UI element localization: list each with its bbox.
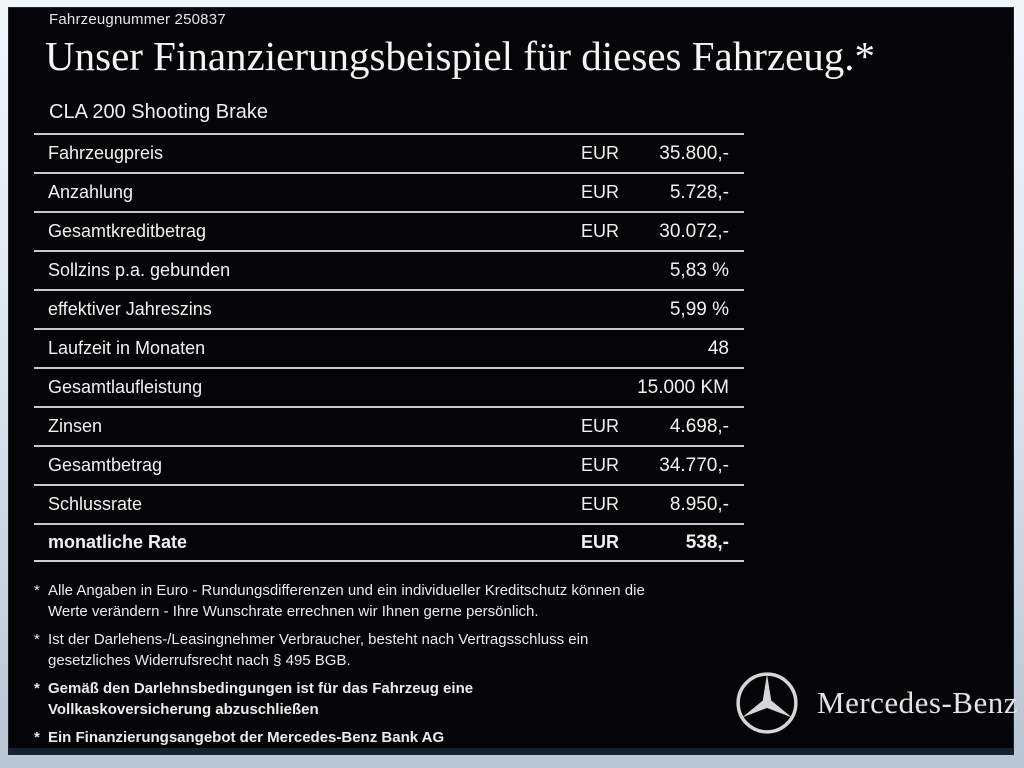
footnote-line: Ist der Darlehens-/Leasingnehmer Verbrau… bbox=[48, 631, 589, 648]
row-value: 5,83 % bbox=[669, 259, 729, 281]
finance-table: Fahrzeugpreis EUR 35.800,- Anzahlung EUR… bbox=[34, 133, 744, 562]
finance-panel: Fahrzeugnummer 250837 Unser Finanzierung… bbox=[8, 7, 1018, 755]
footnote-line: Werte verändern - Ihre Wunschrate errech… bbox=[48, 603, 539, 620]
table-row: Gesamtbetrag EUR 34.770,- bbox=[34, 445, 744, 484]
row-currency: EUR bbox=[581, 455, 620, 475]
row-value: 48 bbox=[707, 337, 729, 359]
row-currency: EUR bbox=[581, 416, 620, 436]
footnote-text: Gemäß den Darlehnsbedingungen ist für da… bbox=[48, 678, 473, 720]
row-currency: EUR bbox=[581, 221, 620, 241]
row-currency: EUR bbox=[581, 143, 620, 163]
row-label: Sollzins p.a. gebunden bbox=[48, 260, 231, 280]
table-row: effektiver Jahreszins 5,99 % bbox=[34, 289, 744, 328]
row-label: Gesamtlaufleistung bbox=[48, 377, 203, 397]
row-label: monatliche Rate bbox=[48, 532, 188, 552]
footnote-marker: * bbox=[34, 680, 40, 697]
row-value: 30.072,- bbox=[659, 220, 729, 242]
row-value: 5.728,- bbox=[669, 181, 729, 203]
row-label: Laufzeit in Monaten bbox=[48, 338, 206, 358]
row-value: 35.800,- bbox=[659, 142, 729, 164]
footnote: * Ein Finanzierungsangebot der Mercedes-… bbox=[34, 727, 754, 748]
row-currency: EUR bbox=[581, 182, 620, 202]
row-value: 4.698,- bbox=[669, 415, 729, 437]
footnote-line: gesetzliches Widerrufsrecht nach § 495 B… bbox=[48, 652, 351, 669]
table-row-monthly-rate: monatliche Rate EUR 538,- bbox=[34, 523, 744, 562]
row-currency: EUR bbox=[581, 532, 620, 552]
brand-logo: Mercedes-Benz bbox=[734, 670, 1018, 736]
vehicle-number: Fahrzeugnummer 250837 bbox=[49, 11, 226, 28]
row-label: Fahrzeugpreis bbox=[48, 143, 164, 163]
row-value: 538,- bbox=[685, 531, 729, 553]
footnote: * Gemäß den Darlehnsbedingungen ist für … bbox=[34, 678, 754, 720]
mercedes-star-icon bbox=[736, 672, 798, 734]
row-label: Anzahlung bbox=[48, 182, 134, 202]
row-label: Schlussrate bbox=[48, 494, 143, 514]
footnote-line: Vollkaskoversicherung abzuschließen bbox=[48, 701, 319, 718]
table-row: Gesamtkreditbetrag EUR 30.072,- bbox=[34, 211, 744, 250]
footnote-text: Ein Finanzierungsangebot der Mercedes-Be… bbox=[48, 727, 444, 748]
page-title: Unser Finanzierungsbeispiel für dieses F… bbox=[45, 33, 876, 79]
row-value: 8.950,- bbox=[669, 493, 729, 515]
row-label: Gesamtkreditbetrag bbox=[48, 221, 207, 241]
row-value: 5,99 % bbox=[669, 298, 729, 320]
footnote-line: Alle Angaben in Euro - Rundungsdifferenz… bbox=[48, 582, 645, 599]
row-label: Gesamtbetrag bbox=[48, 455, 163, 475]
footnote-text: Ist der Darlehens-/Leasingnehmer Verbrau… bbox=[48, 629, 588, 671]
footnote-marker: * bbox=[34, 631, 40, 648]
footnote-line: Ein Finanzierungsangebot der Mercedes-Be… bbox=[48, 729, 445, 746]
table-row: Sollzins p.a. gebunden 5,83 % bbox=[34, 250, 744, 289]
table-row: Schlussrate EUR 8.950,- bbox=[34, 484, 744, 523]
footnote: * Ist der Darlehens-/Leasingnehmer Verbr… bbox=[34, 629, 754, 671]
footnote-marker: * bbox=[34, 729, 40, 746]
footnote-marker: * bbox=[34, 582, 40, 599]
footnote-line: Gemäß den Darlehnsbedingungen ist für da… bbox=[48, 680, 474, 697]
table-row: Gesamtlaufleistung 15.000 KM bbox=[34, 367, 744, 406]
table-row: Anzahlung EUR 5.728,- bbox=[34, 172, 744, 211]
table-row: Zinsen EUR 4.698,- bbox=[34, 406, 744, 445]
table-row: Laufzeit in Monaten 48 bbox=[34, 328, 744, 367]
footnote: * Alle Angaben in Euro - Rundungsdiffere… bbox=[34, 580, 754, 622]
row-currency: EUR bbox=[581, 494, 620, 514]
row-value: 15.000 KM bbox=[637, 376, 729, 398]
row-label: effektiver Jahreszins bbox=[48, 299, 212, 319]
row-label: Zinsen bbox=[48, 416, 103, 436]
table-row: Fahrzeugpreis EUR 35.800,- bbox=[34, 133, 744, 172]
row-value: 34.770,- bbox=[659, 454, 729, 476]
footnotes: * Alle Angaben in Euro - Rundungsdiffere… bbox=[34, 580, 754, 755]
brand-wordmark: Mercedes-Benz bbox=[817, 685, 1019, 720]
footnote-text: Alle Angaben in Euro - Rundungsdifferenz… bbox=[48, 580, 645, 622]
vehicle-model: CLA 200 Shooting Brake bbox=[49, 101, 269, 123]
